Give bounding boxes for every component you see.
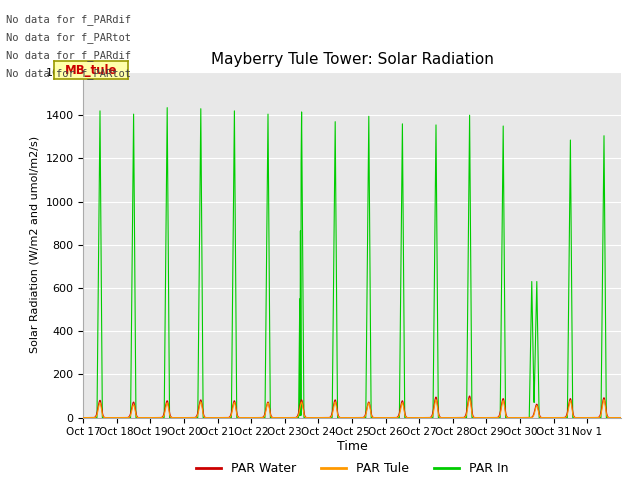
- Text: MB_tule: MB_tule: [65, 63, 118, 77]
- Legend: PAR Water, PAR Tule, PAR In: PAR Water, PAR Tule, PAR In: [191, 457, 513, 480]
- Y-axis label: Solar Radiation (W/m2 and umol/m2/s): Solar Radiation (W/m2 and umol/m2/s): [30, 136, 40, 353]
- X-axis label: Time: Time: [337, 440, 367, 453]
- Text: No data for f_PARdif: No data for f_PARdif: [6, 13, 131, 24]
- Text: No data for f_PARtot: No data for f_PARtot: [6, 32, 131, 43]
- Text: No data for f_PARtot: No data for f_PARtot: [6, 68, 131, 79]
- Text: No data for f_PARdif: No data for f_PARdif: [6, 50, 131, 61]
- Title: Mayberry Tule Tower: Solar Radiation: Mayberry Tule Tower: Solar Radiation: [211, 52, 493, 67]
